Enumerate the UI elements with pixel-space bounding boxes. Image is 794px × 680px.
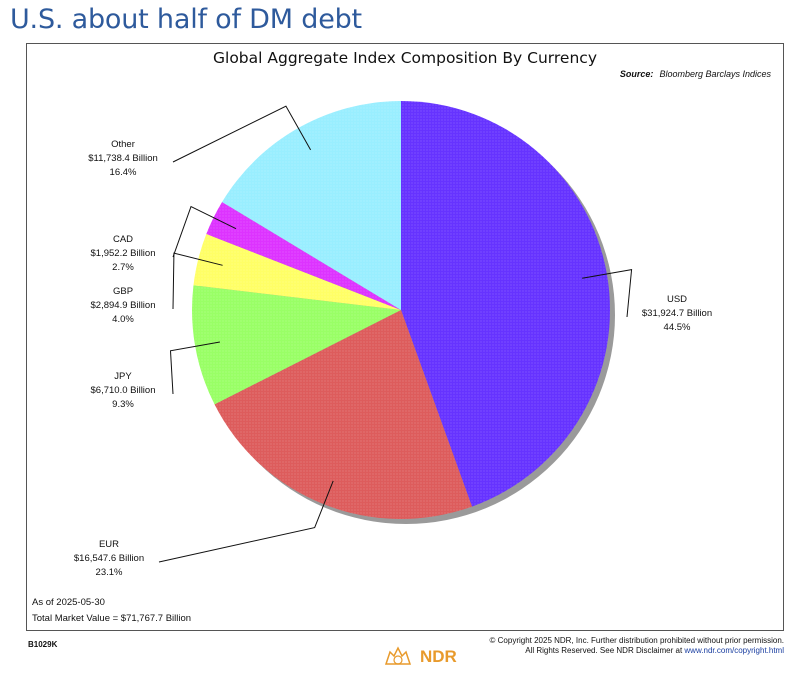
slice-label-pct-jpy: 9.3% <box>112 399 134 410</box>
pie-slice-texture-eur <box>214 310 473 519</box>
copyright-line-2: All Rights Reserved. See NDR Disclaimer … <box>525 646 683 655</box>
leader-line-jpy <box>169 341 220 395</box>
slice-label-name-eur: EUR <box>99 539 119 550</box>
leader-line-usd <box>582 269 633 318</box>
leader-line-cad <box>172 205 237 258</box>
pie-slice-texture-cad <box>206 201 401 310</box>
slice-label-pct-other: 16.4% <box>110 167 137 178</box>
bull-bear-icon <box>384 646 412 665</box>
logo-text: NDR <box>420 647 457 666</box>
pie-chart: USD $31,924.7 Billion 44.5% EUR $16,547.6 Bi… <box>74 101 712 578</box>
copyright-line-1: © Copyright 2025 NDR, Inc. Further distr… <box>489 636 784 645</box>
pie-slice-texture-usd <box>401 101 610 507</box>
slice-label-value-gbp: $2,894.9 Billion <box>91 300 156 311</box>
as-of-date: As of 2025-05-30 <box>32 597 105 608</box>
leader-line-eur <box>158 480 334 563</box>
slice-label-value-cad: $1,952.2 Billion <box>91 248 156 259</box>
page-headline: U.S. about half of DM debt <box>10 4 362 35</box>
chart-source: Source: Bloomberg Barclays Indices <box>620 69 771 79</box>
slice-label-pct-eur: 23.1% <box>96 567 123 578</box>
pie-slice-texture-other <box>222 101 401 310</box>
slice-label-pct-gbp: 4.0% <box>112 314 134 325</box>
slice-label-name-gbp: GBP <box>113 286 133 297</box>
slice-label-value-jpy: $6,710.0 Billion <box>91 385 156 396</box>
slice-label-pct-usd: 44.5% <box>664 322 691 333</box>
chart-title: Global Aggregate Index Composition By Cu… <box>213 49 597 67</box>
source-text: Bloomberg Barclays Indices <box>659 69 771 79</box>
slice-label-name-jpy: JPY <box>114 371 132 382</box>
ndr-logo: NDR <box>384 646 457 666</box>
slice-label-name-cad: CAD <box>113 234 133 245</box>
slice-label-pct-cad: 2.7% <box>112 262 134 273</box>
slice-label-name-usd: USD <box>667 294 687 305</box>
source-label: Source: <box>619 69 654 79</box>
copyright-link[interactable]: www.ndr.com/copyright.html <box>684 646 784 655</box>
slice-label-value-other: $11,738.4 Billion <box>88 153 158 164</box>
pie-slice-texture-jpy <box>191 285 401 405</box>
leader-line-other <box>172 105 312 163</box>
slice-label-value-usd: $31,924.7 Billion <box>642 308 712 319</box>
chart-frame: Global Aggregate Index Composition By Cu… <box>26 43 784 631</box>
pie-slice-texture-gbp <box>193 233 401 310</box>
chart-code: B1029K <box>28 640 58 649</box>
copyright-notice: © Copyright 2025 NDR, Inc. Further distr… <box>490 636 784 656</box>
slice-label-value-eur: $16,547.6 Billion <box>74 553 144 564</box>
total-market-value: Total Market Value = $71,767.7 Billion <box>32 613 192 624</box>
slice-label-name-other: Other <box>111 139 135 150</box>
